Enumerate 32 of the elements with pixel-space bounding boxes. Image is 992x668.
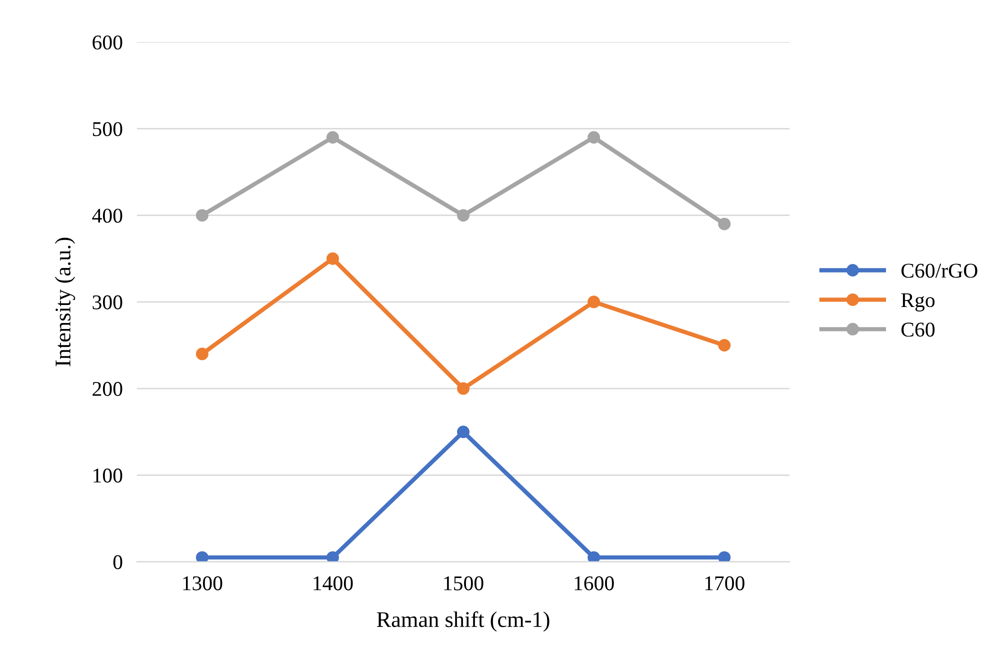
point <box>718 218 731 230</box>
point <box>588 551 600 562</box>
point <box>588 131 600 144</box>
point <box>718 551 731 562</box>
y-tick-label: 200 <box>92 382 122 396</box>
point <box>326 131 339 144</box>
y-tick-label: 0 <box>113 555 122 570</box>
y-axis-title: Intensity (a.u.) <box>54 238 76 366</box>
point <box>718 338 731 352</box>
x-tick-label: 1500 <box>444 576 484 590</box>
y-tick-label: 400 <box>92 208 122 223</box>
point <box>457 209 470 222</box>
legend-label: C60 <box>901 322 935 337</box>
point <box>196 348 208 360</box>
x-tick-label: 1600 <box>574 576 614 590</box>
x-tick-label: 1400 <box>314 576 353 590</box>
point <box>457 382 470 395</box>
y-tick-label: 500 <box>92 122 122 136</box>
y-tick-label: 300 <box>92 295 122 310</box>
point <box>196 209 208 222</box>
legend-label: C60/rGO <box>901 264 978 278</box>
legend-label: Rgo <box>901 293 935 312</box>
point <box>326 551 339 562</box>
x-axis-title: Raman shift (cm-1) <box>376 611 550 632</box>
point <box>588 296 600 308</box>
y-tick-label: 100 <box>94 468 122 483</box>
y-tick-label: 600 <box>92 35 122 50</box>
point <box>457 426 470 438</box>
point <box>326 252 339 265</box>
point <box>196 551 208 562</box>
x-tick-label: 1700 <box>705 576 744 590</box>
x-tick-label: 1300 <box>183 576 222 590</box>
